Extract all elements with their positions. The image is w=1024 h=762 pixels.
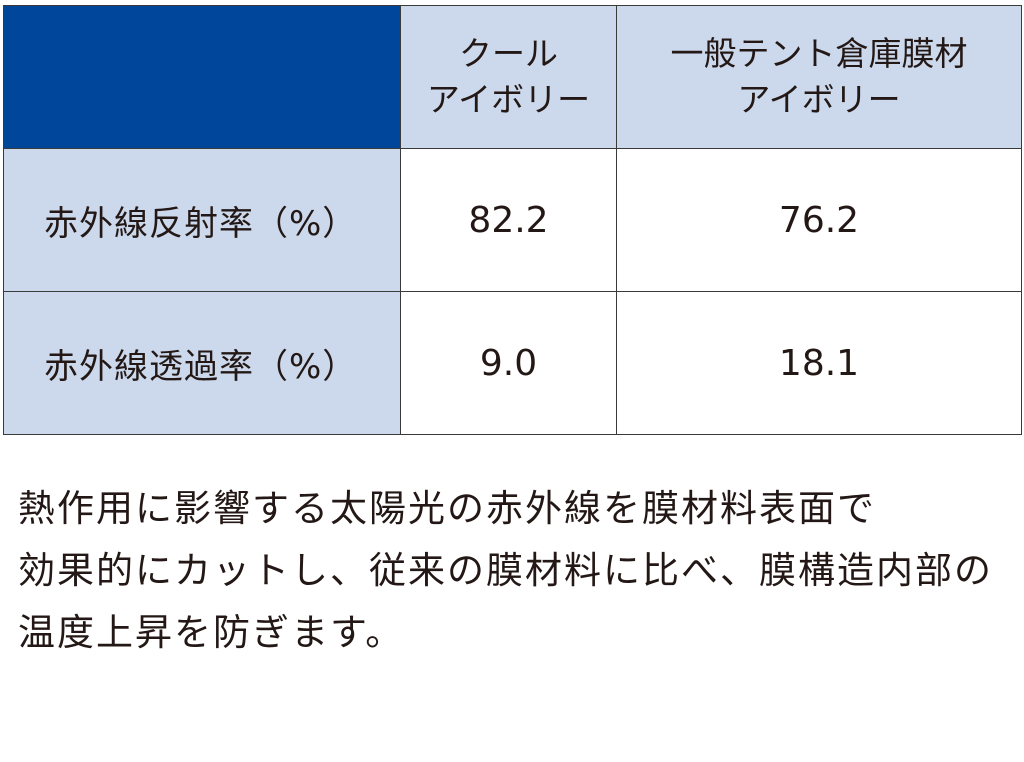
description-line: 熱作用に影響する太陽光の赤外線を膜材料表面で — [18, 487, 876, 530]
table-row-infrared-transmittance: 赤外線透過率（%） 9.0 18.1 — [3, 291, 1022, 435]
table-cell: 76.2 — [616, 148, 1022, 292]
column-header-line: アイボリー — [426, 80, 591, 119]
column-header-general-ivory: 一般テント倉庫膜材 アイボリー — [616, 5, 1022, 149]
row-label: 赤外線透過率（%） — [3, 291, 401, 435]
table-corner-cell — [3, 5, 401, 149]
table-cell: 82.2 — [400, 148, 617, 292]
column-header-line: 一般テント倉庫膜材 — [670, 34, 968, 73]
table-cell: 18.1 — [616, 291, 1022, 435]
column-header-cool-ivory: クール アイボリー — [400, 5, 617, 149]
description-line: 効果的にカットし、従来の膜材料に比べ、膜構造内部の — [18, 549, 993, 592]
column-header-line: アイボリー — [737, 80, 901, 119]
row-label: 赤外線反射率（%） — [3, 148, 401, 292]
description-text: 熱作用に影響する太陽光の赤外線を膜材料表面で 効果的にカットし、従来の膜材料に比… — [18, 478, 1018, 664]
description-line: 温度上昇を防ぎます。 — [18, 611, 405, 654]
comparison-table: クール アイボリー 一般テント倉庫膜材 アイボリー 赤外線反射率（%） 82.2… — [3, 5, 1022, 435]
column-header-line: クール — [459, 34, 558, 73]
table-cell: 9.0 — [400, 291, 617, 435]
table-row-infrared-reflectance: 赤外線反射率（%） 82.2 76.2 — [3, 148, 1022, 292]
table-header-row: クール アイボリー 一般テント倉庫膜材 アイボリー — [3, 5, 1022, 149]
